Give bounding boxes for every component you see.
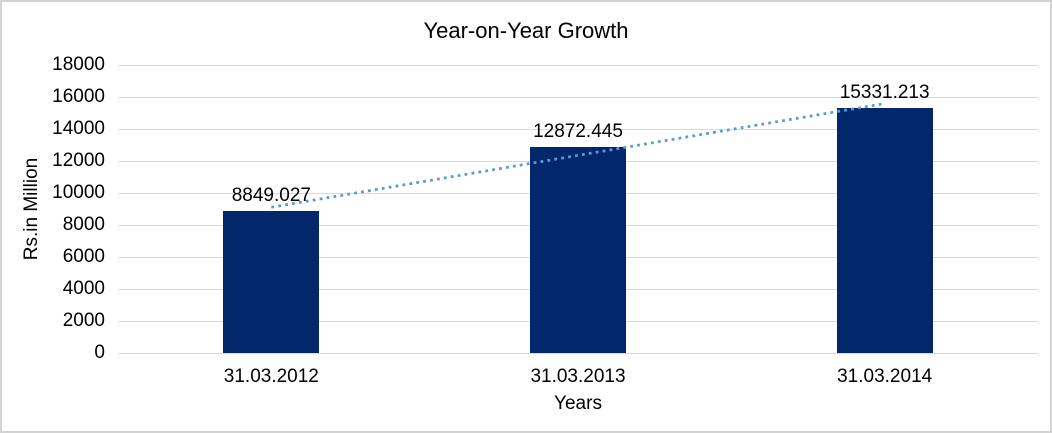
x-tick-label: 31.03.2014	[837, 366, 933, 387]
y-tick-label: 12000	[52, 150, 105, 171]
gridline	[118, 96, 1038, 98]
y-tick-label: 2000	[62, 310, 105, 331]
y-tick-label: 0	[94, 342, 105, 363]
y-tick-label: 8000	[62, 214, 105, 235]
y-axis-title: Rs.in Million	[21, 157, 42, 261]
y-tick-label: 6000	[62, 246, 105, 267]
bar	[836, 107, 933, 353]
y-tick-label: 4000	[62, 278, 105, 299]
y-tick-label: 10000	[52, 182, 105, 203]
bar	[530, 147, 626, 353]
y-tick-label: 14000	[52, 118, 105, 139]
x-axis-title: Years	[554, 393, 602, 414]
plot-area: 8849.027 31.03.2012 12872.445 31.03.2013 153…	[118, 64, 1038, 387]
bar-value-label: 12872.445	[533, 121, 623, 143]
gridline	[118, 352, 1038, 354]
bar	[223, 211, 320, 353]
x-tick-label: 31.03.2012	[223, 366, 319, 387]
bar-value-label: 8849.027	[231, 185, 311, 207]
chart-title: Year-on-Year Growth	[423, 18, 629, 43]
gridline	[118, 64, 1038, 66]
bar-value-label: 15331.213	[839, 81, 930, 103]
y-tick-label: 16000	[52, 86, 105, 107]
x-tick-label: 31.03.2013	[530, 366, 626, 387]
y-tick-label: 18000	[52, 54, 105, 75]
